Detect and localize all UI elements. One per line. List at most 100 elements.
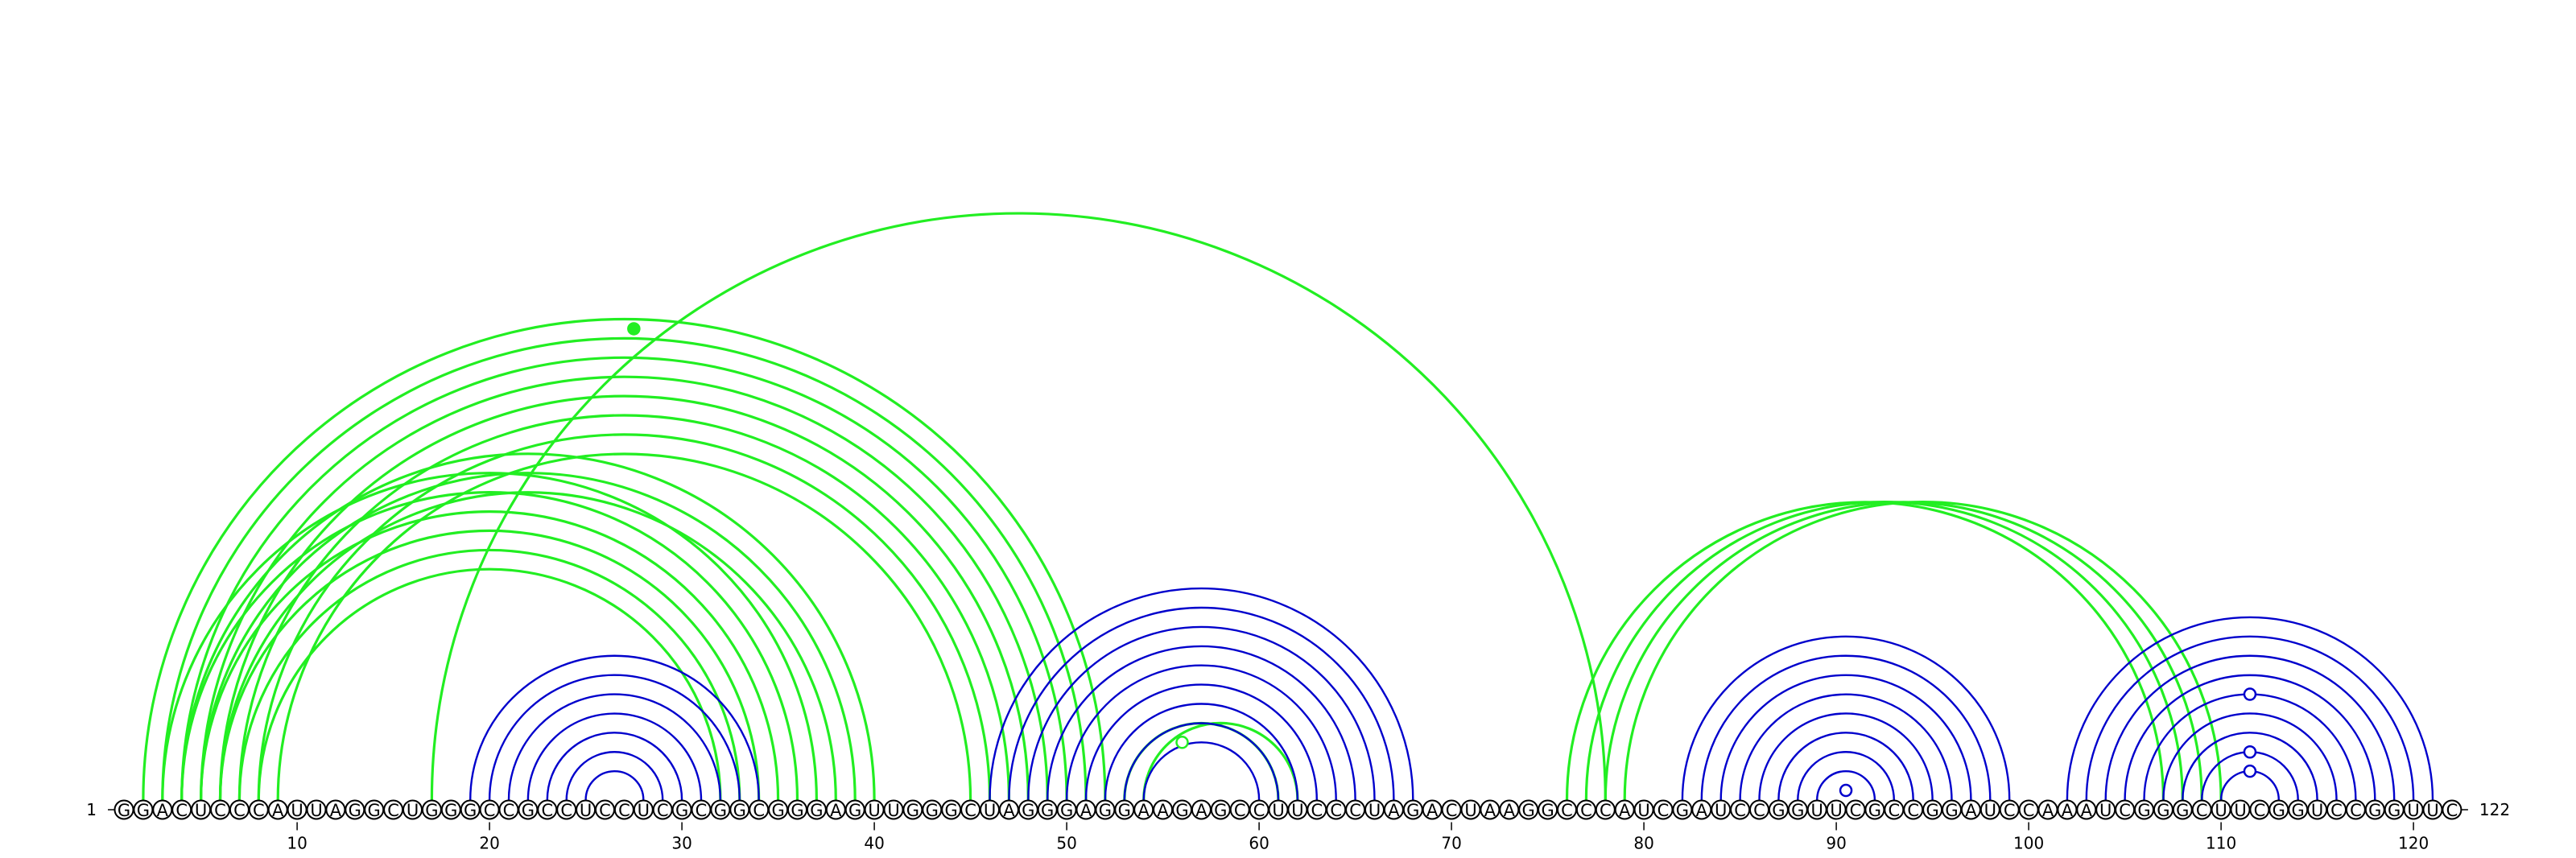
nucleotide-letter: C <box>233 801 246 820</box>
nucleotide: G <box>1768 799 1789 820</box>
axis-tick-label: 60 <box>1249 834 1269 853</box>
nucleotide: G <box>421 799 442 820</box>
nucleotide-letter: C <box>657 801 669 820</box>
nucleotide-letter: G <box>1868 801 1881 820</box>
nucleotide-letter: G <box>2388 801 2401 820</box>
nucleotide-letter: G <box>1945 801 1958 820</box>
nucleotide-letter: U <box>407 801 419 820</box>
nucleotide: A <box>2037 799 2058 820</box>
nucleotide-letter: G <box>2292 801 2305 820</box>
nucleotide-letter: G <box>1099 801 1112 820</box>
nucleotide: U <box>1287 799 1308 820</box>
arc-green-54-62 <box>1142 721 1299 801</box>
arc-green-2-52 <box>142 317 1107 801</box>
nucleotide: G <box>787 799 807 820</box>
nucleotide-letter: G <box>675 801 688 820</box>
nucleotide-letter: C <box>484 801 496 820</box>
nucleotide: C <box>383 799 404 820</box>
nucleotide: G <box>2384 799 2405 820</box>
nucleotide-letter: C <box>1600 801 1612 820</box>
nucleotide-letter: U <box>1811 801 1823 820</box>
nucleotide-letter: U <box>2234 801 2246 820</box>
arc-green-5-35 <box>200 509 780 801</box>
pair-marker <box>1839 783 1853 798</box>
nucleotide-letter: U <box>1637 801 1649 820</box>
nucleotide: C <box>171 799 192 820</box>
arc-green-6-38 <box>218 491 837 801</box>
nucleotide: U <box>1806 799 1827 820</box>
nucleotide-letter: G <box>1214 801 1227 820</box>
axis-tick-label: 90 <box>1826 834 1846 853</box>
nucleotide-letter: C <box>1850 801 1862 820</box>
nucleotide-letter: G <box>714 801 727 820</box>
nucleotide: U <box>864 799 885 820</box>
arc-green-6-48 <box>218 394 1030 801</box>
sequence-start-label: 1 <box>86 800 97 819</box>
nucleotide: C <box>1345 799 1366 820</box>
arc-blue-84-97 <box>1719 674 1972 801</box>
nucleotide: G <box>440 799 461 820</box>
arc-green-17-78 <box>430 212 1607 801</box>
arc-blue-48-66 <box>1027 625 1376 801</box>
nucleotide-letter: U <box>638 801 650 820</box>
nucleotide-letter: U <box>580 801 592 820</box>
arc-green-8-32 <box>257 567 722 801</box>
nucleotide: A <box>267 799 288 820</box>
nucleotide: C <box>595 799 615 820</box>
nucleotide-letter: G <box>1022 801 1034 820</box>
nucleotide: A <box>325 799 346 820</box>
nucleotide: C <box>537 799 558 820</box>
nucleotide-letter: U <box>2099 801 2112 820</box>
nucleotide-letter: G <box>906 801 919 820</box>
nucleotide-letter: C <box>2330 801 2343 820</box>
nucleotide: U <box>1364 799 1385 820</box>
nucleotide: U <box>1633 799 1654 820</box>
nucleotide: A <box>1075 799 1096 820</box>
nucleotide-letter: G <box>1772 801 1785 820</box>
nucleotide-letter: C <box>1888 801 1900 820</box>
nucleotide-letter: C <box>1446 801 1458 820</box>
nucleotide: C <box>1575 799 1596 820</box>
nucleotide: C <box>1884 799 1905 820</box>
axis-tick-label: 80 <box>1633 834 1653 853</box>
nucleotide-letter: G <box>118 801 130 820</box>
nucleotide-letter: U <box>1984 801 1996 820</box>
nucleotide-letter: C <box>599 801 611 820</box>
nucleotide-letter: G <box>2273 801 2285 820</box>
nucleotide: G <box>133 799 154 820</box>
nucleotide: G <box>1538 799 1558 820</box>
axis-tick-label: 30 <box>671 834 691 853</box>
arc-green-4-40 <box>180 452 876 801</box>
nucleotide-letter: U <box>887 801 899 820</box>
nucleotide: G <box>364 799 385 820</box>
nucleotide: U <box>1826 799 1847 820</box>
arc-blue-102-121 <box>2066 616 2434 801</box>
nucleotide-letter: A <box>1195 801 1208 820</box>
nucleotide-letter: C <box>1580 801 1592 820</box>
pair-marker <box>2243 745 2257 759</box>
nucleotide: U <box>1711 799 1732 820</box>
nucleotide: G <box>1172 799 1192 820</box>
axis-tick-label: 110 <box>2206 834 2236 853</box>
nucleotide-letter: C <box>753 801 765 820</box>
nucleotide-letter: U <box>868 801 880 820</box>
arc-blue-88-93 <box>1797 751 1895 801</box>
nucleotide: U <box>2211 799 2231 820</box>
nucleotide-letter: U <box>2215 801 2227 820</box>
arc-blue-54-60 <box>1142 741 1261 801</box>
nucleotide: G <box>710 799 731 820</box>
nucleotide-letter: C <box>2023 801 2035 820</box>
axis-tick-label: 10 <box>287 834 307 853</box>
arc-green-5-49 <box>200 375 1049 801</box>
nucleotide-letter: C <box>964 801 976 820</box>
nucleotide-letter: C <box>1349 801 1361 820</box>
nucleotide: U <box>1268 799 1289 820</box>
nucleotide-letter: A <box>272 801 284 820</box>
nucleotide: U <box>2095 799 2116 820</box>
position-axis: 10 20 30 40 50 60 70 80 90 100 110 120 <box>287 822 2429 853</box>
nucleotide: G <box>1942 799 1962 820</box>
nucleotide: U <box>2422 799 2443 820</box>
arc-blue-50-64 <box>1065 664 1337 801</box>
nucleotide-letter: G <box>771 801 784 820</box>
nucleotide-letter: G <box>1175 801 1188 820</box>
